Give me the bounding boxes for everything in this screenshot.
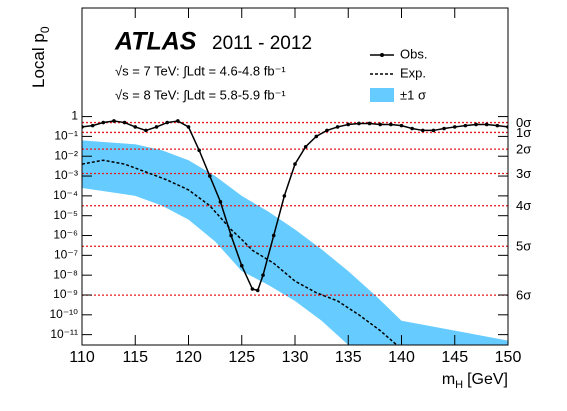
point (314, 134, 319, 139)
point (271, 233, 276, 238)
legend-label: Obs. (400, 46, 427, 61)
y-tick-label: 10⁻¹¹ (50, 327, 78, 341)
point (176, 119, 180, 123)
error-band (82, 140, 508, 345)
point (325, 128, 329, 133)
point (474, 122, 478, 127)
point (90, 123, 95, 128)
x-axis-label: mH [GeV] (442, 371, 508, 391)
sigma-label: 5σ (516, 239, 531, 254)
y-tick-label: 10⁻⁷ (54, 248, 78, 262)
legend-label: ±1 σ (400, 87, 426, 102)
y-tick-label: 10⁻² (54, 148, 78, 162)
point (484, 122, 489, 127)
point (186, 125, 191, 129)
y-axis-label: Local p0 (29, 26, 52, 88)
x-tick-label: 130 (282, 349, 309, 366)
x-tick-label: 125 (228, 349, 255, 366)
point (112, 119, 116, 123)
x-tick-label: 150 (495, 349, 522, 366)
point (389, 122, 393, 127)
point (229, 233, 233, 238)
series-line (82, 120, 508, 292)
point (154, 125, 159, 129)
point (463, 123, 468, 128)
point (367, 121, 372, 126)
note: √s = 8 TeV: ∫Ldt = 5.8-5.9 fb⁻¹ (115, 87, 286, 102)
y-label-main: Local p (29, 33, 48, 88)
x-tick-label: 110 (69, 349, 95, 366)
sigma-label: 2σ (516, 142, 531, 157)
point (255, 288, 260, 293)
sigma-label: 6σ (516, 288, 531, 303)
y-tick-label: 10⁻⁸ (53, 267, 78, 281)
y-tick-label: 1 (71, 109, 78, 123)
x-label-sub: H (455, 379, 463, 391)
x-tick-label: 120 (175, 349, 202, 366)
point (421, 128, 425, 133)
x-label-unit: [GeV] (467, 371, 508, 388)
point (133, 125, 138, 129)
point (431, 128, 436, 133)
point (239, 263, 244, 268)
point (218, 200, 223, 204)
point (144, 128, 148, 133)
legend-swatch (370, 88, 394, 102)
period: 2011 - 2012 (212, 33, 312, 54)
y-tick-label: 10⁻⁵ (53, 208, 78, 222)
legend-swatch (380, 53, 384, 57)
series-line (82, 159, 397, 345)
x-tick-label: 145 (441, 349, 468, 366)
y-label-sub: 0 (38, 26, 52, 33)
x-tick-label: 115 (122, 349, 148, 366)
sigma-label: 1σ (516, 125, 531, 140)
point (282, 194, 287, 198)
y-tick-label: 10⁻⁴ (53, 188, 78, 202)
point (165, 120, 169, 125)
sigma-label: 3σ (516, 166, 531, 181)
x-tick-label: 135 (335, 349, 362, 366)
point (122, 120, 127, 125)
y-tick-label: 10⁻³ (54, 168, 78, 182)
point (293, 162, 297, 166)
point (357, 121, 361, 126)
y-tick-label: 10⁻⁶ (53, 228, 78, 242)
y-tick-label: 10⁻¹⁰ (50, 307, 79, 321)
y-tick-label: 10⁻⁹ (53, 287, 78, 301)
point (452, 125, 457, 129)
y-tick-label: 10⁻¹ (54, 129, 78, 143)
note: √s = 7 TeV: ∫Ldt = 4.6-4.8 fb⁻¹ (115, 63, 286, 78)
point (378, 122, 383, 127)
point (410, 126, 414, 131)
point (303, 144, 308, 149)
brand: ATLAS (114, 28, 197, 56)
point (208, 174, 212, 178)
point (335, 125, 340, 129)
point (399, 123, 404, 128)
x-label-main: m (442, 371, 455, 388)
point (495, 123, 500, 128)
point (442, 126, 446, 131)
point (250, 287, 255, 291)
point (346, 122, 351, 127)
sigma-label: 4σ (516, 198, 531, 213)
point (197, 148, 201, 153)
point (101, 120, 106, 125)
sigma-label: 0σ (516, 115, 531, 130)
x-tick-label: 140 (388, 349, 415, 366)
plot-area (82, 119, 508, 345)
legend-label: Exp. (400, 65, 426, 80)
point (261, 273, 265, 277)
